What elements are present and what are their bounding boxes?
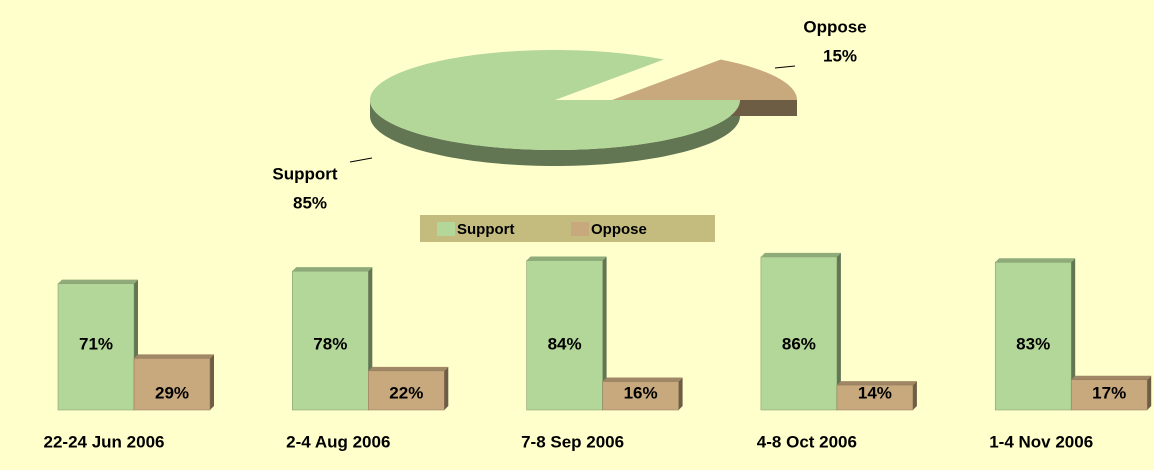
pie-label: Oppose (803, 17, 866, 36)
leader-line (349, 157, 373, 163)
bar (1070, 379, 1148, 411)
bar-side (912, 381, 917, 410)
bar-value-label: 14% (858, 383, 892, 402)
bar-value-label: 84% (548, 334, 582, 353)
bar-value-label: 71% (79, 334, 113, 353)
legend-swatch (571, 222, 589, 236)
bar-side (602, 256, 607, 410)
bar (57, 283, 135, 411)
pie-value-label: 15% (823, 46, 857, 65)
bar-top (760, 252, 841, 257)
bar-top (836, 381, 917, 386)
bar-value-label: 78% (313, 334, 347, 353)
bar-value-label: 22% (389, 383, 423, 402)
pie-label: Support (272, 164, 337, 183)
bar-side (444, 366, 449, 410)
bar-top (134, 354, 214, 359)
bar-side (1071, 258, 1076, 410)
bar-value-label: 16% (624, 383, 658, 402)
bar-value-label: 83% (1016, 334, 1050, 353)
bar-value-label: 29% (155, 383, 189, 402)
bar-value-label: 86% (782, 334, 816, 353)
bar (292, 270, 369, 411)
x-tick-label: 7-8 Sep 2006 (521, 432, 624, 451)
pie-slice (612, 59, 797, 100)
x-tick-label: 1-4 Nov 2006 (989, 432, 1093, 451)
bar-top (58, 279, 138, 284)
bar (602, 381, 679, 411)
leader-line (774, 65, 796, 69)
x-tick-label: 2-4 Aug 2006 (286, 432, 390, 451)
x-tick-label: 4-8 Oct 2006 (757, 432, 857, 451)
bar-top (292, 267, 373, 272)
legend-label: Oppose (591, 221, 647, 238)
pie-slice (370, 50, 740, 150)
slice-side (370, 100, 740, 166)
bar-side (836, 252, 841, 410)
bar-top (995, 258, 1076, 263)
bar (526, 260, 603, 411)
legend-label: Support (457, 221, 515, 238)
bar-side (678, 377, 683, 410)
bar-top (602, 377, 683, 382)
x-tick-label: 22-24 Jun 2006 (44, 432, 165, 451)
bar (836, 384, 914, 411)
bar (994, 262, 1072, 411)
bar (368, 370, 445, 411)
pie-value-label: 85% (293, 193, 327, 212)
bar-side (1147, 375, 1152, 410)
bar (133, 358, 211, 411)
legend-swatch (437, 222, 455, 236)
bar-top (368, 366, 449, 371)
bar-side (210, 354, 214, 410)
bar-top (526, 256, 607, 261)
bar-value-label: 17% (1092, 383, 1126, 402)
legend-box (420, 215, 715, 242)
bar (760, 256, 838, 411)
bar-top (1071, 375, 1152, 380)
